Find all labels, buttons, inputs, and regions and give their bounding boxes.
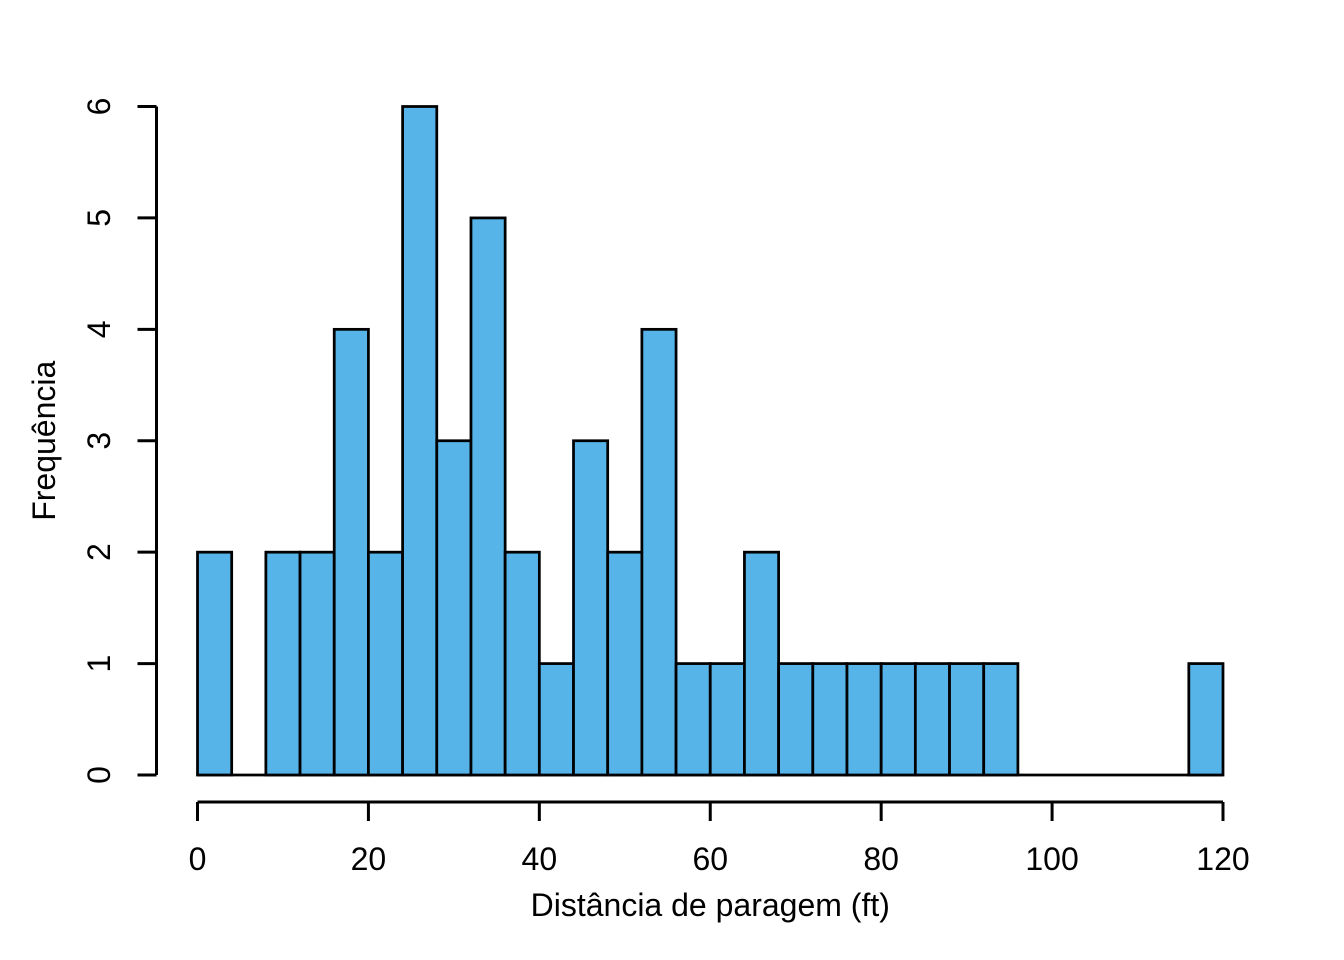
- histogram-bar: [572, 439, 610, 777]
- histogram-bar: [401, 105, 439, 777]
- y-tick-label: 4: [81, 320, 117, 338]
- y-tick-label: 1: [81, 655, 117, 673]
- y-tick-label: 5: [81, 209, 117, 227]
- x-tick-label: 100: [1025, 841, 1078, 877]
- histogram-bar: [435, 439, 473, 777]
- histogram-bar: [879, 662, 917, 777]
- x-axis: 0 20 40 60 80 100 120: [189, 800, 1250, 877]
- histogram-bar: [845, 662, 883, 777]
- x-tick-label: 20: [351, 841, 387, 877]
- histogram-bar: [469, 216, 507, 777]
- histogram-bar: [811, 662, 849, 777]
- histogram-bar: [196, 550, 234, 777]
- histogram-bar: [913, 662, 951, 777]
- x-tick-label: 80: [863, 841, 899, 877]
- y-tick-label: 3: [81, 432, 117, 450]
- histogram-bar: [606, 550, 644, 777]
- histogram-bar: [777, 662, 815, 777]
- x-tick-label: 0: [189, 841, 207, 877]
- histogram-bar: [948, 662, 986, 777]
- x-axis-label: Distância de paragem (ft): [531, 887, 890, 923]
- y-tick-label: 6: [81, 98, 117, 116]
- x-tick-label: 40: [522, 841, 558, 877]
- histogram-bar: [367, 550, 404, 777]
- histogram-bar: [640, 327, 678, 777]
- x-tick-label: 60: [692, 841, 728, 877]
- y-tick-label: 2: [81, 543, 117, 561]
- histogram-bar: [708, 662, 746, 777]
- histogram-bar: [743, 550, 780, 777]
- histogram-bar: [537, 662, 575, 777]
- y-axis: 0 1 2 3 4 5 6: [81, 98, 158, 784]
- histogram-bar: [503, 550, 541, 777]
- histogram-bar: [264, 550, 302, 777]
- y-tick-label: 0: [81, 766, 117, 784]
- x-tick-label: 120: [1196, 841, 1249, 877]
- bars-group: [196, 105, 1225, 777]
- histogram-bar: [332, 327, 370, 777]
- histogram-bar: [982, 662, 1020, 777]
- histogram-bar: [298, 550, 336, 777]
- histogram-bar: [674, 662, 712, 777]
- histogram-bar: [1187, 662, 1225, 777]
- y-axis-label: Frequência: [26, 361, 62, 521]
